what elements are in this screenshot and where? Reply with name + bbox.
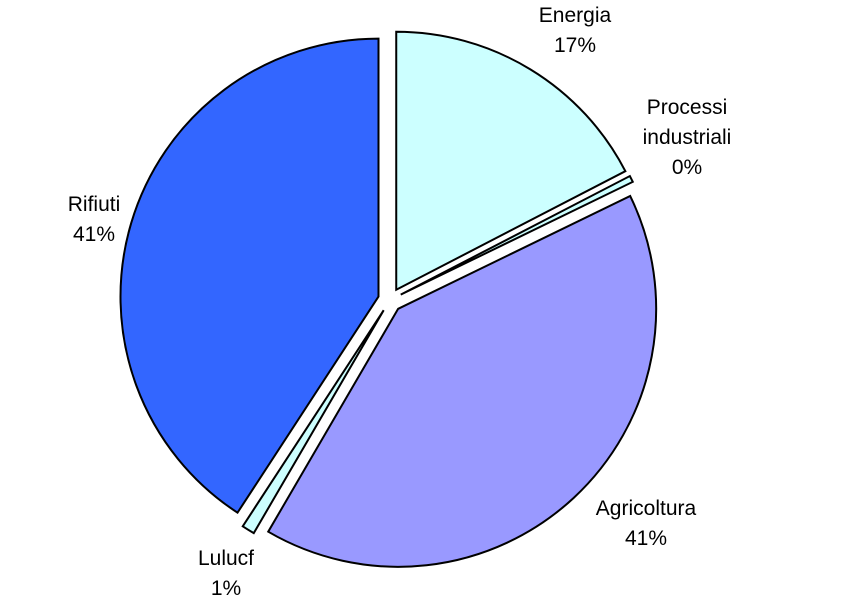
- slice-label-processi-industriali: Processi industriali 0%: [643, 96, 732, 179]
- slice-label-line: 0%: [672, 156, 702, 179]
- slice-label-rifiuti: Rifiuti 41%: [68, 193, 121, 246]
- slice-label-line: Agricoltura: [596, 497, 697, 520]
- slice-label-line: Rifiuti: [68, 193, 121, 216]
- slice-agricoltura: [266, 194, 658, 568]
- slices-group: [119, 30, 658, 568]
- slice-label-lulucf: Lulucf 1%: [198, 547, 254, 600]
- slice-label-line: 41%: [625, 527, 667, 550]
- slice-label-line: 41%: [73, 223, 115, 246]
- slice-lulucf: [241, 309, 385, 535]
- slice-label-line: 1%: [211, 577, 241, 600]
- slice-label-line: Processi: [647, 96, 728, 119]
- slice-rifiuti: [119, 37, 380, 515]
- labels-group: Energia 17% Processi industriali 0% Agricoltu…: [68, 4, 732, 600]
- slice-label-agricoltura: Agricoltura 41%: [596, 497, 697, 550]
- slice-energia: [395, 30, 627, 292]
- slice-label-line: Lulucf: [198, 547, 254, 570]
- slice-label-energia: Energia 17%: [539, 4, 612, 57]
- slice-label-line: 17%: [554, 34, 596, 57]
- slice-label-line: industriali: [643, 126, 732, 149]
- slice-processi-industriali: [400, 174, 635, 296]
- slice-label-line: Energia: [539, 4, 612, 27]
